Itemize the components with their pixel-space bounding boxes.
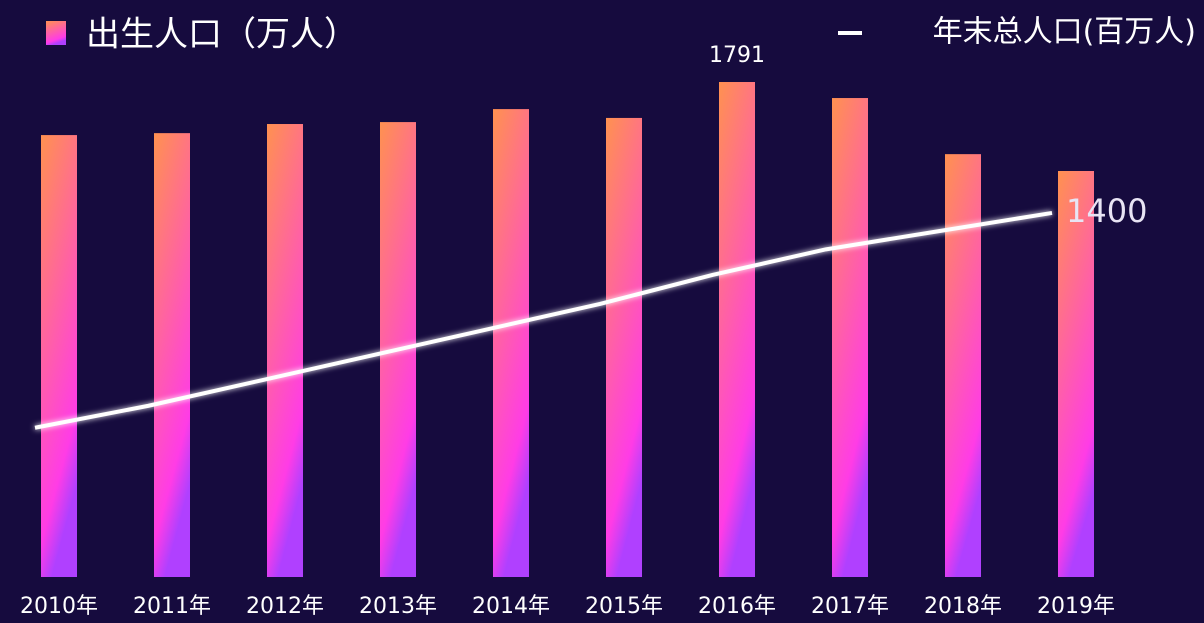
- x-tick-label: 2015年: [585, 594, 663, 619]
- bar: [41, 135, 77, 577]
- bar: [945, 154, 981, 577]
- x-tick-label: 2012年: [246, 594, 324, 619]
- x-tick-label: 2019年: [1037, 594, 1115, 619]
- bar: [154, 133, 190, 577]
- bar: [606, 117, 642, 578]
- x-tick-label: 2014年: [472, 594, 550, 619]
- bar: [719, 82, 755, 577]
- x-tick-label: 2017年: [811, 594, 889, 619]
- data-label: 1791: [709, 43, 765, 68]
- x-tick-label: 2011年: [133, 594, 211, 619]
- x-tick-label: 2010年: [20, 594, 98, 619]
- line: [34, 210, 1053, 430]
- bar: [267, 124, 303, 578]
- bar: [832, 98, 868, 577]
- legend-label: 出生人口（万人）: [86, 15, 358, 55]
- bar: [493, 109, 529, 578]
- legend-swatch: [46, 21, 66, 45]
- x-tick-label: 2013年: [359, 594, 437, 619]
- x-tick-label: 2016年: [698, 594, 776, 619]
- legend-label: 年末总人口(百万人): [933, 15, 1196, 50]
- data-label: 1400: [1066, 192, 1147, 230]
- bar: [1058, 171, 1094, 578]
- x-tick-label: 2018年: [924, 594, 1002, 619]
